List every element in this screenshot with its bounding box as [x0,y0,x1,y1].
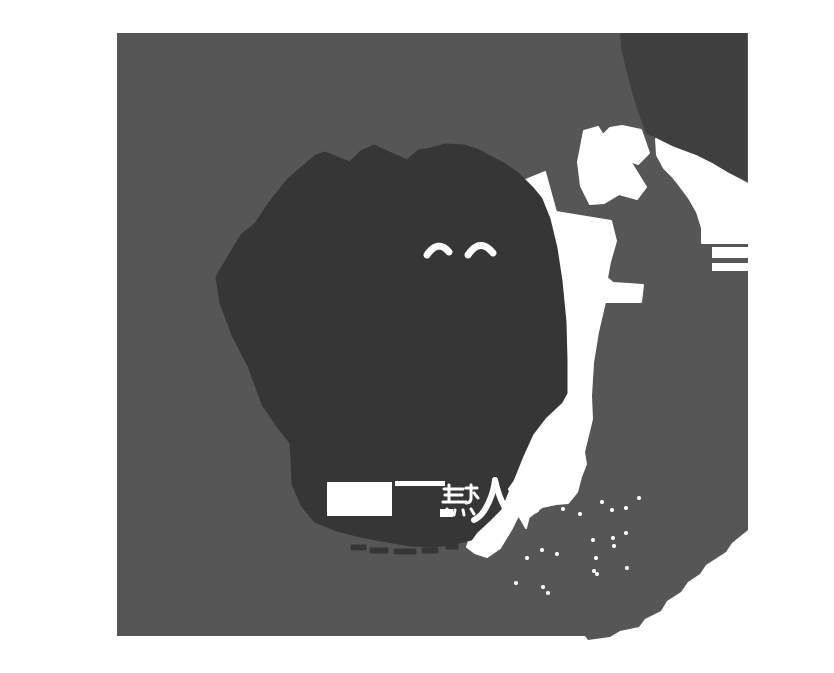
noise-speckles [514,496,641,595]
logo-splash [508,481,539,529]
closed-eyes [423,242,497,259]
cutout-slit-lower [712,263,748,271]
right-eye-icon [464,242,497,259]
logo-glyph-netsu [441,483,480,517]
logo: 熱人 [327,477,516,523]
corner-shadow [620,33,747,181]
white-cutouts [466,125,749,558]
logo-glyph-hito [471,477,516,523]
cutout-slit-upper [712,247,748,258]
cutout-upper-blob [577,125,650,205]
chin-fringe [350,543,459,555]
left-eye-icon [423,242,453,259]
logo-top-bar [395,481,445,486]
cutout-right-wedge [655,138,749,244]
logo-block [327,482,392,516]
